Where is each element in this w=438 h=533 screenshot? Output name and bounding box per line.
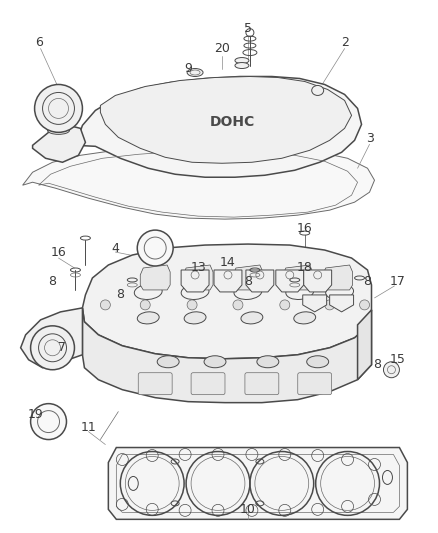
- Circle shape: [31, 326, 74, 370]
- Circle shape: [233, 300, 243, 310]
- Text: 16: 16: [297, 222, 313, 235]
- Polygon shape: [181, 270, 209, 292]
- Circle shape: [325, 300, 335, 310]
- Polygon shape: [323, 265, 353, 290]
- Text: 18: 18: [297, 262, 313, 274]
- Polygon shape: [23, 147, 374, 219]
- Text: 3: 3: [366, 132, 374, 145]
- Polygon shape: [246, 270, 274, 292]
- Polygon shape: [32, 125, 85, 162]
- Text: 6: 6: [35, 36, 42, 49]
- Ellipse shape: [307, 356, 328, 368]
- Polygon shape: [233, 265, 263, 290]
- Polygon shape: [82, 244, 371, 359]
- Text: 9: 9: [184, 62, 192, 75]
- Ellipse shape: [184, 312, 206, 324]
- Polygon shape: [21, 308, 82, 368]
- Ellipse shape: [48, 126, 70, 134]
- Polygon shape: [357, 310, 371, 379]
- Circle shape: [35, 84, 82, 132]
- Ellipse shape: [204, 356, 226, 368]
- Circle shape: [187, 300, 197, 310]
- Circle shape: [384, 362, 399, 378]
- Ellipse shape: [235, 58, 249, 63]
- Ellipse shape: [312, 85, 324, 95]
- Text: 7: 7: [59, 341, 67, 354]
- Ellipse shape: [157, 356, 179, 368]
- Text: 19: 19: [28, 408, 43, 421]
- Ellipse shape: [187, 69, 203, 77]
- Text: 8: 8: [117, 288, 124, 302]
- Text: 16: 16: [51, 246, 67, 259]
- Polygon shape: [304, 270, 332, 292]
- Text: 15: 15: [389, 353, 406, 366]
- Text: 20: 20: [214, 42, 230, 55]
- Ellipse shape: [235, 62, 249, 69]
- Text: 17: 17: [389, 276, 406, 288]
- Circle shape: [280, 300, 290, 310]
- Polygon shape: [214, 270, 242, 292]
- Polygon shape: [100, 77, 352, 163]
- Circle shape: [100, 300, 110, 310]
- Circle shape: [31, 403, 67, 440]
- Ellipse shape: [294, 312, 316, 324]
- Polygon shape: [82, 308, 371, 402]
- Text: 2: 2: [341, 36, 349, 49]
- Polygon shape: [108, 448, 407, 519]
- Text: 10: 10: [240, 503, 256, 516]
- Text: 14: 14: [220, 255, 236, 269]
- Text: 8: 8: [374, 358, 381, 372]
- Text: 4: 4: [111, 241, 119, 255]
- Text: DOHC: DOHC: [209, 115, 254, 130]
- Text: 8: 8: [364, 276, 371, 288]
- Text: 5: 5: [244, 22, 252, 35]
- Polygon shape: [303, 295, 327, 312]
- Circle shape: [137, 230, 173, 266]
- Polygon shape: [75, 77, 361, 177]
- Polygon shape: [283, 265, 313, 290]
- Circle shape: [140, 300, 150, 310]
- FancyBboxPatch shape: [298, 373, 332, 394]
- Ellipse shape: [137, 312, 159, 324]
- Text: 13: 13: [190, 262, 206, 274]
- Text: 8: 8: [49, 276, 57, 288]
- Ellipse shape: [257, 356, 279, 368]
- Polygon shape: [330, 295, 353, 312]
- Polygon shape: [276, 270, 304, 292]
- Circle shape: [360, 300, 370, 310]
- Text: 11: 11: [81, 421, 96, 434]
- Text: 8: 8: [244, 276, 252, 288]
- Polygon shape: [140, 265, 170, 290]
- Ellipse shape: [241, 312, 263, 324]
- FancyBboxPatch shape: [138, 373, 172, 394]
- FancyBboxPatch shape: [191, 373, 225, 394]
- Polygon shape: [183, 265, 213, 290]
- FancyBboxPatch shape: [245, 373, 279, 394]
